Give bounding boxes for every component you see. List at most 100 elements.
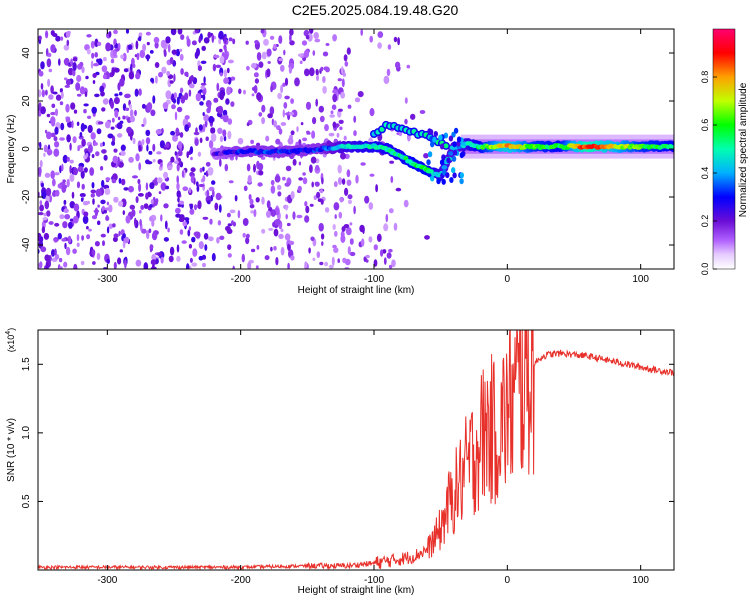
transition-blob bbox=[430, 175, 435, 182]
x-tick-label: -100 bbox=[364, 274, 384, 285]
noise-speckle bbox=[172, 134, 178, 142]
noise-speckle bbox=[97, 220, 101, 226]
noise-speckle bbox=[208, 115, 215, 124]
colorbar-gradient bbox=[713, 29, 735, 269]
noise-speckle bbox=[190, 75, 195, 82]
noise-speckle bbox=[275, 257, 279, 266]
noise-speckle bbox=[113, 29, 118, 35]
noise-speckle bbox=[210, 127, 216, 134]
noise-speckle bbox=[150, 259, 157, 266]
noise-speckle bbox=[143, 203, 149, 210]
noise-speckle bbox=[324, 261, 329, 267]
noise-speckle bbox=[311, 130, 316, 139]
noise-speckle bbox=[208, 236, 214, 242]
noise-speckle bbox=[388, 208, 394, 214]
noise-speckle bbox=[141, 139, 145, 145]
noise-speckle bbox=[354, 97, 361, 103]
noise-speckle bbox=[403, 199, 409, 208]
noise-speckle bbox=[227, 223, 233, 227]
noise-speckle bbox=[380, 249, 384, 257]
noise-speckle bbox=[175, 127, 180, 137]
noise-speckle bbox=[260, 29, 265, 34]
noise-speckle bbox=[131, 57, 135, 66]
noise-speckle bbox=[155, 75, 158, 84]
noise-speckle bbox=[47, 78, 51, 87]
noise-speckle bbox=[101, 179, 105, 188]
noise-speckle bbox=[81, 183, 85, 190]
noise-speckle bbox=[108, 223, 114, 229]
noise-speckle bbox=[131, 209, 136, 217]
noise-speckle bbox=[331, 104, 337, 110]
noise-speckle bbox=[190, 175, 195, 184]
noise-speckle bbox=[310, 236, 315, 242]
noise-speckle bbox=[113, 97, 120, 105]
noise-speckle bbox=[62, 179, 66, 183]
noise-speckle bbox=[86, 226, 89, 230]
noise-speckle bbox=[55, 189, 60, 197]
noise-speckle bbox=[394, 61, 401, 69]
noise-speckle bbox=[123, 236, 130, 244]
noise-speckle bbox=[73, 203, 80, 212]
noise-speckle bbox=[92, 73, 97, 78]
noise-speckle bbox=[139, 219, 142, 227]
noise-speckle bbox=[261, 51, 267, 60]
noise-speckle bbox=[65, 31, 71, 38]
noise-speckle bbox=[51, 103, 56, 109]
transition-blob bbox=[439, 159, 445, 166]
noise-speckle bbox=[224, 163, 229, 172]
noise-speckle bbox=[39, 204, 44, 212]
noise-speckle bbox=[38, 35, 42, 41]
transition-blob bbox=[439, 143, 445, 150]
noise-speckle bbox=[184, 71, 189, 77]
noise-speckle bbox=[318, 222, 324, 232]
noise-speckle bbox=[193, 205, 198, 209]
noise-speckle bbox=[102, 240, 105, 247]
noise-speckle bbox=[125, 29, 130, 34]
noise-speckle bbox=[72, 136, 77, 144]
snr-frame bbox=[37, 329, 675, 571]
noise-speckle bbox=[76, 234, 80, 242]
x-tick-label: -100 bbox=[364, 575, 384, 586]
noise-speckle bbox=[100, 199, 106, 205]
noise-speckle bbox=[97, 41, 102, 47]
noise-speckle bbox=[104, 207, 110, 211]
noise-speckle bbox=[134, 54, 138, 58]
noise-speckle bbox=[55, 94, 62, 101]
noise-speckle bbox=[302, 137, 308, 142]
noise-speckle bbox=[187, 229, 191, 237]
noise-speckle bbox=[304, 201, 308, 207]
noise-speckle bbox=[205, 161, 211, 167]
noise-speckle bbox=[309, 29, 314, 35]
noise-speckle bbox=[319, 261, 324, 266]
noise-speckle bbox=[97, 204, 100, 208]
noise-speckle bbox=[334, 230, 338, 237]
noise-speckle bbox=[182, 221, 187, 227]
noise-speckle bbox=[202, 216, 209, 220]
noise-speckle bbox=[141, 228, 147, 234]
noise-speckle bbox=[218, 38, 222, 45]
noise-speckle bbox=[164, 220, 168, 230]
noise-speckle bbox=[343, 135, 347, 141]
noise-speckle bbox=[423, 153, 429, 159]
noise-speckle bbox=[122, 210, 126, 216]
noise-speckle bbox=[280, 228, 284, 233]
spectrogram-heatmap bbox=[38, 29, 674, 269]
noise-speckle bbox=[280, 64, 285, 72]
noise-speckle bbox=[198, 241, 204, 250]
noise-speckle bbox=[91, 154, 95, 158]
noise-speckle bbox=[234, 195, 238, 202]
noise-speckle bbox=[313, 32, 320, 39]
noise-speckle bbox=[337, 177, 343, 185]
noise-speckle bbox=[227, 118, 233, 125]
noise-speckle bbox=[67, 67, 74, 76]
branch-core bbox=[443, 143, 449, 149]
noise-speckle bbox=[66, 156, 70, 162]
transition-blob bbox=[459, 172, 464, 179]
noise-speckle bbox=[303, 49, 310, 58]
noise-speckle bbox=[292, 211, 296, 220]
noise-speckle bbox=[176, 244, 180, 253]
noise-speckle bbox=[40, 236, 44, 243]
noise-speckle bbox=[217, 105, 224, 115]
noise-speckle bbox=[270, 185, 276, 194]
noise-speckle bbox=[305, 101, 312, 110]
